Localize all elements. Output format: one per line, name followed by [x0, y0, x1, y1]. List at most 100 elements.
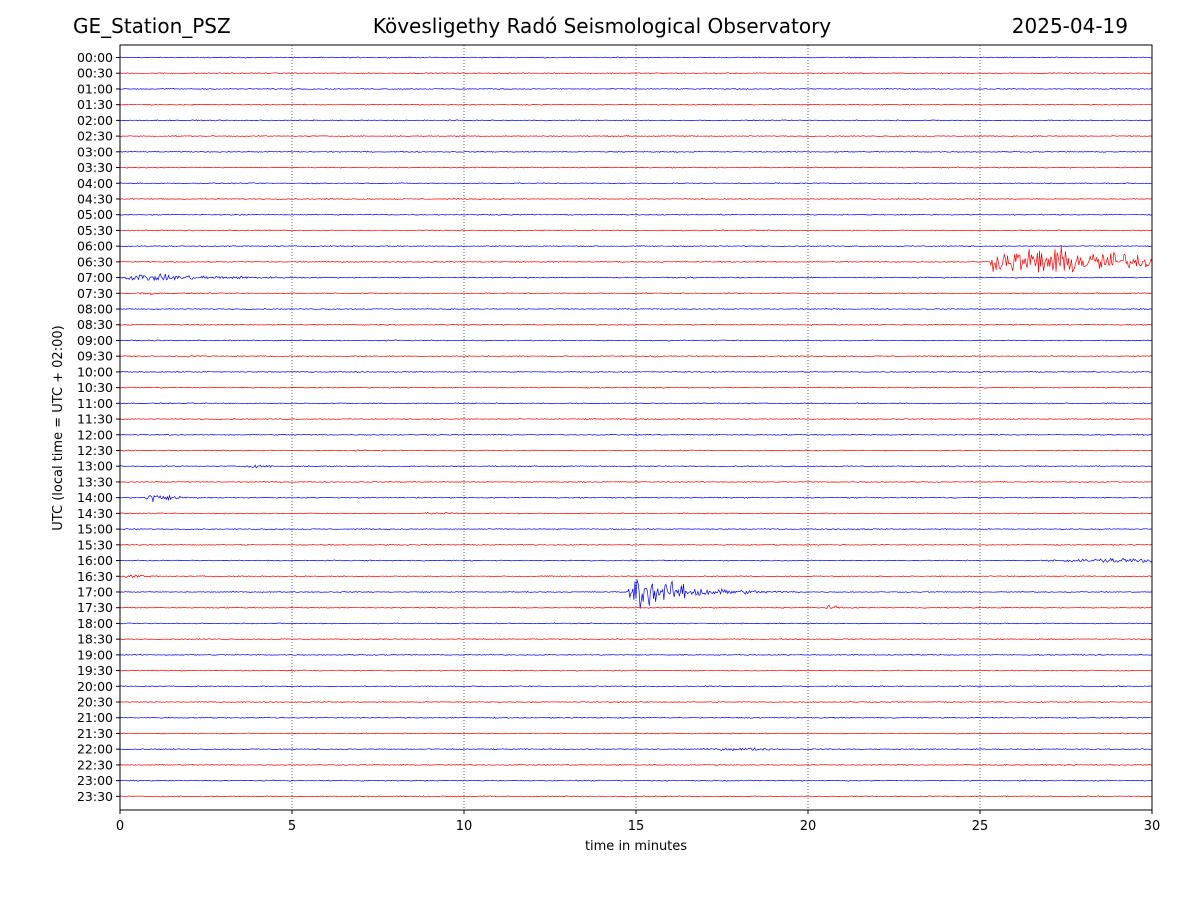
y-tick-label: 21:00: [77, 710, 113, 725]
y-tick-label: 08:00: [77, 302, 113, 317]
y-tick-label: 14:30: [77, 506, 113, 521]
y-tick-label: 17:30: [77, 600, 113, 615]
trace-2130: [119, 732, 1153, 735]
trace-1630: [119, 574, 1153, 579]
trace-2300: [119, 779, 1153, 782]
trace-0630: [119, 245, 1153, 273]
trace-1830: [119, 638, 1153, 641]
trace-1930: [120, 669, 1153, 672]
trace-2200: [119, 747, 1153, 752]
trace-1330: [119, 480, 1153, 484]
trace-1530: [119, 543, 1153, 546]
y-tick-label: 12:30: [77, 443, 113, 458]
x-tick-label: 20: [800, 819, 817, 834]
trace-2330: [119, 795, 1153, 798]
y-tick-label: 01:30: [77, 97, 113, 112]
trace-1230: [119, 449, 1153, 452]
y-tick-label: 07:30: [77, 286, 113, 301]
trace-0400: [119, 182, 1153, 185]
y-tick-label: 08:30: [77, 317, 113, 332]
y-axis: 00:0000:3001:0001:3002:0002:3003:0003:30…: [77, 50, 120, 804]
y-tick-label: 18:00: [77, 616, 113, 631]
y-tick-label: 19:00: [77, 647, 113, 662]
trace-1700: [119, 579, 1153, 609]
trace-0330: [119, 166, 1153, 169]
trace-0530: [119, 229, 1153, 232]
trace-1400: [119, 494, 1153, 502]
y-tick-label: 20:00: [77, 679, 113, 694]
y-tick-label: 00:30: [77, 66, 113, 81]
trace-0030: [119, 72, 1153, 75]
trace-0300: [119, 150, 1153, 153]
trace-0930: [119, 355, 1153, 358]
trace-0900: [119, 339, 1153, 342]
y-tick-label: 17:00: [77, 584, 113, 599]
y-tick-label: 03:00: [77, 144, 113, 159]
x-tick-label: 10: [456, 819, 473, 834]
trace-0830: [119, 323, 1152, 326]
y-tick-label: 09:00: [77, 333, 113, 348]
y-tick-label: 14:00: [77, 490, 113, 505]
x-axis: 0 5 10 15 20 25 30: [116, 810, 1160, 834]
y-tick-label: 18:30: [77, 632, 113, 647]
y-tick-label: 19:30: [77, 663, 113, 678]
trace-layer: [119, 56, 1153, 798]
y-tick-label: 10:00: [77, 364, 113, 379]
x-tick-label: 5: [288, 819, 296, 834]
trace-1430: [119, 511, 1153, 515]
trace-0700: [119, 273, 1153, 282]
trace-1030: [119, 386, 1153, 389]
trace-0130: [119, 103, 1153, 106]
y-tick-label: 23:30: [77, 789, 113, 804]
grid-layer: [291, 45, 981, 810]
y-tick-label: 23:00: [77, 773, 113, 788]
y-tick-label: 11:00: [77, 396, 113, 411]
x-tick-label: 30: [1144, 819, 1161, 834]
y-tick-label: 22:30: [77, 757, 113, 772]
trace-0200: [119, 119, 1153, 122]
y-tick-label: 00:00: [77, 50, 113, 65]
y-tick-label: 16:30: [77, 569, 113, 584]
station-label: GE_Station_PSZ: [73, 14, 231, 38]
y-tick-label: 04:30: [77, 191, 113, 206]
trace-2230: [119, 763, 1153, 766]
trace-1900: [119, 653, 1153, 656]
trace-1000: [120, 370, 1153, 373]
trace-1730: [119, 604, 1153, 610]
y-tick-label: 10:30: [77, 380, 113, 395]
trace-2100: [119, 716, 1153, 719]
trace-2000: [119, 685, 1152, 688]
trace-0800: [120, 307, 1153, 311]
y-tick-label: 01:00: [77, 81, 113, 96]
trace-1300: [119, 464, 1152, 469]
observatory-title: Kövesligethy Radó Seismological Observat…: [372, 14, 832, 38]
trace-1200: [119, 433, 1153, 436]
trace-1800: [119, 622, 1153, 625]
y-tick-label: 05:00: [77, 207, 113, 222]
y-tick-label: 13:30: [77, 474, 113, 489]
y-tick-label: 13:00: [77, 459, 113, 474]
y-tick-label: 05:30: [77, 223, 113, 238]
trace-0100: [119, 87, 1153, 90]
trace-1130: [119, 418, 1153, 421]
y-tick-label: 03:30: [77, 160, 113, 175]
trace-0500: [119, 213, 1153, 216]
x-axis-label: time in minutes: [585, 839, 687, 854]
trace-1600: [119, 557, 1153, 563]
x-tick-label: 25: [972, 819, 989, 834]
y-tick-label: 06:00: [77, 239, 113, 254]
y-tick-label: 15:30: [77, 537, 113, 552]
y-tick-label: 07:00: [77, 270, 113, 285]
trace-2030: [119, 700, 1153, 704]
trace-0230: [119, 134, 1153, 138]
y-tick-label: 22:00: [77, 742, 113, 757]
y-tick-label: 16:00: [77, 553, 113, 568]
y-tick-label: 06:30: [77, 254, 113, 269]
trace-0430: [119, 197, 1153, 201]
y-tick-label: 21:30: [77, 726, 113, 741]
y-tick-label: 04:00: [77, 176, 113, 191]
x-tick-label: 15: [628, 819, 645, 834]
y-tick-label: 20:30: [77, 695, 113, 710]
y-tick-label: 02:30: [77, 129, 113, 144]
